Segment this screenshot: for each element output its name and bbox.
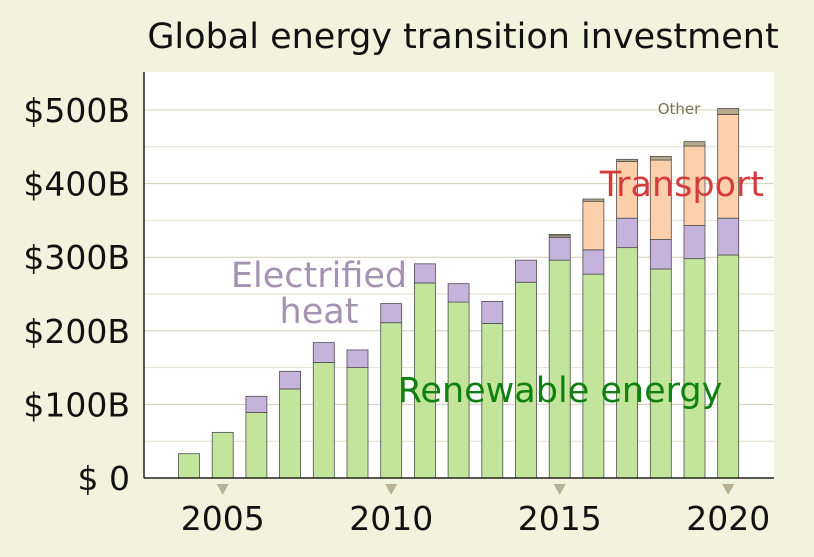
series-label-transport: Transport <box>599 165 764 205</box>
bar-segment-renewable-energy <box>279 388 302 479</box>
chart-title: Global energy transition investment <box>147 17 778 57</box>
bar-segment-electrified-heat <box>616 217 638 249</box>
bar-segment-other <box>548 233 571 237</box>
bar-segment-renewable-energy <box>312 362 335 479</box>
series-labels: Renewable energy Electrified heat Transport… <box>231 100 764 411</box>
bar-segment-other <box>717 108 740 115</box>
x-tick-label: 2010 <box>349 499 433 538</box>
x-tick-marker <box>722 484 735 495</box>
bar-segment-other <box>582 198 605 202</box>
x-tick-marker <box>553 484 566 495</box>
bar-segment-renewable-energy <box>178 453 200 479</box>
bar-segment-electrified-heat <box>279 370 302 390</box>
x-tick-marker <box>385 484 398 495</box>
x-tick-marker <box>216 484 229 495</box>
x-tick-label: 2020 <box>686 499 770 538</box>
bar-segment-renewable-energy <box>616 247 638 479</box>
bar-segment-electrified-heat <box>346 349 369 369</box>
bar-segment-electrified-heat <box>413 263 436 284</box>
bar-segment-electrified-heat <box>582 249 605 275</box>
bar-segment-renewable-energy <box>717 254 740 479</box>
bar-segment-other <box>683 141 706 147</box>
series-label-electrified-heat: Electrified heat <box>231 256 407 332</box>
bar-segment-renewable-energy <box>548 259 571 479</box>
bar-segment-electrified-heat <box>649 239 672 270</box>
bar-segment-electrified-heat <box>380 303 403 324</box>
y-tick-label: $400B <box>23 165 130 204</box>
y-tick-labels: $ 0 $100B $200B $300B $400B $500B <box>23 91 130 498</box>
series-label-renewable-energy: Renewable energy <box>398 371 723 411</box>
bar-segment-renewable-energy <box>683 258 706 479</box>
series-label-other: Other <box>658 100 701 118</box>
bar-segment-electrified-heat <box>515 259 537 283</box>
bar-segment-electrified-heat <box>717 217 740 256</box>
x-tick-label: 2005 <box>181 499 265 538</box>
bar-segment-other <box>649 155 672 161</box>
bar-segment-transport <box>582 200 605 251</box>
y-tick-label: $100B <box>23 385 130 424</box>
bar-segment-electrified-heat <box>683 225 706 260</box>
bar-segment-renewable-energy <box>211 431 234 479</box>
bar-segment-renewable-energy <box>245 412 268 479</box>
bar-segment-electrified-heat <box>481 300 504 324</box>
bar-segment-electrified-heat <box>312 342 335 363</box>
bar-segment-electrified-heat <box>447 283 470 303</box>
bar-segment-electrified-heat <box>548 236 571 261</box>
y-tick-label: $300B <box>23 238 130 277</box>
bar-segment-renewable-energy <box>346 367 369 479</box>
x-tick-label: 2015 <box>518 499 602 538</box>
x-tick-labels: 2005 2010 2015 2020 <box>181 484 770 538</box>
bar-segment-electrified-heat <box>245 395 268 413</box>
bar-segment-other <box>616 158 638 162</box>
y-tick-label: $500B <box>23 91 130 130</box>
y-tick-label: $200B <box>23 312 130 351</box>
bars <box>178 108 740 479</box>
y-tick-label: $ 0 <box>78 459 130 498</box>
